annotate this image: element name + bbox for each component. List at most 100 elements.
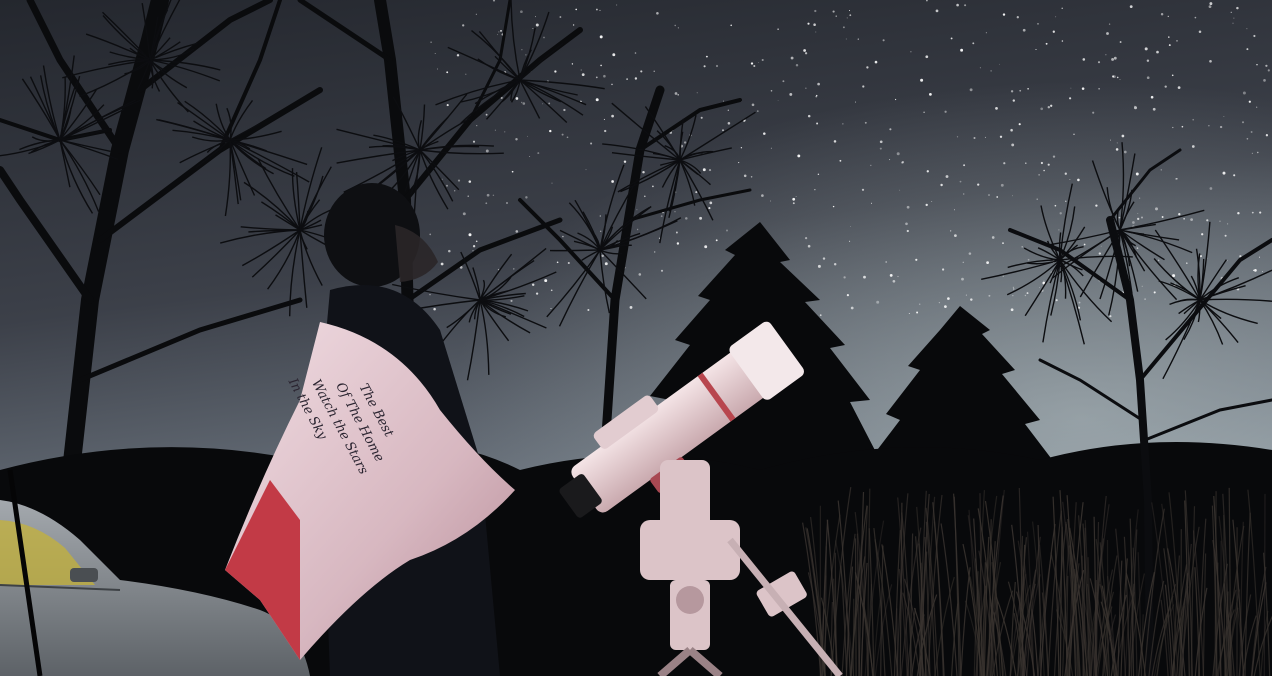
star	[1175, 178, 1177, 180]
star	[1176, 40, 1178, 42]
grass-blade	[896, 608, 899, 676]
star	[1061, 40, 1064, 42]
grass-blade	[1226, 610, 1235, 676]
star	[604, 262, 608, 266]
star	[715, 64, 719, 68]
twig	[479, 299, 512, 315]
star	[906, 229, 909, 233]
star	[999, 135, 1003, 138]
star	[510, 299, 513, 302]
grass-blade	[866, 488, 871, 676]
grass-blade	[1129, 518, 1135, 676]
grass-blade	[1094, 579, 1097, 676]
telescope-tube	[571, 332, 793, 513]
twig	[679, 159, 711, 186]
star	[770, 147, 772, 149]
twig	[419, 149, 504, 155]
star	[730, 24, 732, 27]
twig	[1169, 298, 1201, 306]
grass-blade	[1055, 609, 1074, 676]
twig	[419, 149, 449, 210]
twig	[471, 30, 521, 81]
twig	[177, 102, 231, 141]
star	[1265, 64, 1268, 67]
grass-blade	[1093, 495, 1107, 676]
grass-blade	[925, 521, 936, 676]
grass-blade	[916, 594, 938, 676]
star	[777, 28, 779, 30]
grass-blade	[893, 530, 901, 676]
star	[866, 66, 869, 69]
star	[833, 263, 837, 266]
twig	[1197, 299, 1201, 323]
star	[758, 62, 760, 64]
star	[532, 28, 534, 29]
star	[1146, 59, 1150, 62]
star	[1146, 76, 1150, 80]
star	[970, 298, 973, 301]
star	[945, 175, 949, 178]
star	[1254, 269, 1257, 272]
star	[561, 133, 564, 136]
star	[636, 228, 639, 231]
star	[832, 10, 835, 13]
star	[925, 203, 928, 207]
twig	[479, 271, 557, 301]
star	[991, 236, 995, 239]
star	[1186, 262, 1188, 264]
twig	[479, 276, 512, 301]
star	[1077, 178, 1080, 182]
twig	[149, 37, 171, 61]
twig	[466, 299, 481, 381]
twig	[240, 226, 301, 231]
star	[543, 36, 545, 39]
twig	[479, 299, 531, 334]
star	[804, 236, 808, 240]
grass-blade	[951, 603, 959, 676]
grass-blade	[1124, 509, 1139, 676]
twig	[679, 114, 697, 161]
star	[751, 103, 755, 107]
star	[634, 52, 637, 54]
star	[525, 54, 527, 56]
tripod	[657, 646, 723, 676]
star	[815, 95, 818, 98]
star	[926, 170, 929, 173]
twig	[1178, 299, 1201, 315]
twig	[1154, 229, 1201, 301]
twig	[1040, 205, 1061, 261]
twig	[243, 181, 301, 231]
star	[920, 78, 924, 82]
star	[1111, 57, 1115, 61]
star	[727, 109, 729, 111]
grass-blade	[1052, 496, 1060, 676]
twig	[1119, 229, 1146, 272]
star	[1192, 118, 1195, 121]
twig	[1050, 259, 1061, 316]
star	[492, 194, 495, 197]
grass-blade	[1102, 614, 1117, 676]
star	[1178, 213, 1181, 216]
star	[603, 74, 606, 78]
twig	[599, 206, 650, 251]
twig	[485, 79, 521, 120]
twig	[59, 89, 97, 141]
star	[1199, 255, 1202, 258]
twig	[599, 243, 626, 251]
star	[581, 73, 585, 76]
grass-blade	[909, 533, 914, 676]
grass-blade	[1247, 489, 1261, 676]
star	[604, 129, 607, 133]
star	[660, 215, 663, 218]
star	[521, 49, 523, 51]
star	[571, 63, 574, 65]
star	[1002, 13, 1006, 16]
star	[792, 197, 796, 201]
star	[977, 183, 980, 186]
star	[1246, 137, 1249, 140]
twig	[102, 15, 151, 61]
star	[1209, 2, 1213, 6]
grass-blade	[1232, 519, 1245, 676]
star	[795, 195, 797, 197]
star	[1036, 198, 1038, 200]
